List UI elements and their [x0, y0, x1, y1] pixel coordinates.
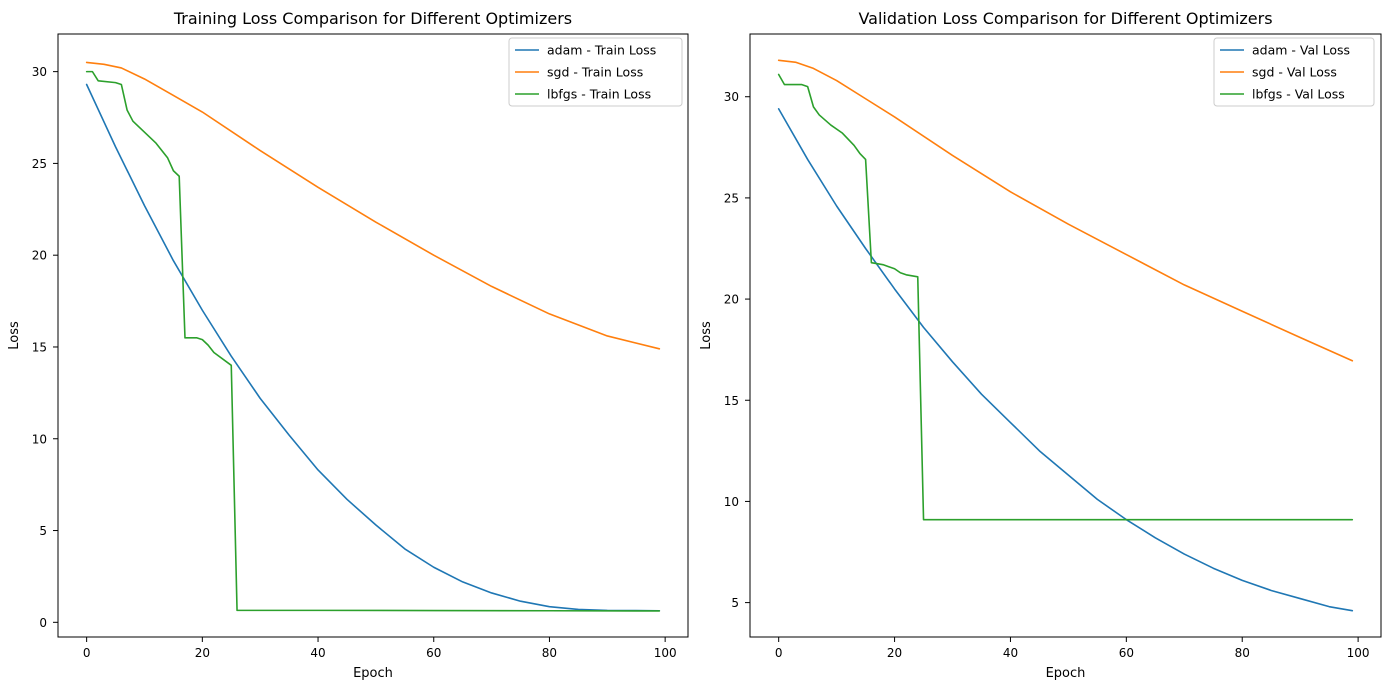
training-loss-chart: 0 20 40 60 80 100 0 5 10 15 20 25 30 Training Loss Co…	[7, 9, 689, 681]
plot-area	[749, 33, 1382, 638]
series-line-sgd-train-loss	[85, 61, 661, 350]
y-tick-label: 25	[724, 191, 739, 205]
x-tick-label: 80	[1235, 646, 1250, 660]
x-tick-label: 60	[1119, 646, 1134, 660]
y-axis-label: Loss	[699, 321, 714, 350]
y-tick-label: 5	[39, 524, 47, 538]
legend-label: adam - Val Loss	[1252, 43, 1350, 58]
x-tick-label: 100	[1347, 646, 1370, 660]
x-axis-label: Epoch	[1046, 666, 1086, 681]
series-line-lbfgs-train-loss	[85, 70, 661, 612]
series-line-adam-val-loss	[777, 108, 1354, 612]
legend-label: sgd - Val Loss	[1252, 65, 1337, 80]
x-tick-label: 40	[310, 646, 325, 660]
chart-title: Validation Loss Comparison for Different…	[858, 9, 1272, 28]
y-axis-label: Loss	[7, 321, 22, 350]
y-tick-label: 0	[39, 616, 47, 630]
legend-label: sgd - Train Loss	[547, 65, 643, 80]
y-tick-label: 20	[32, 249, 47, 263]
x-axis-label: Epoch	[353, 666, 393, 681]
validation-loss-chart: 0 20 40 60 80 100 5 10 15 20 25 30 Validation Loss C…	[699, 9, 1382, 681]
legend-label: lbfgs - Val Loss	[1252, 87, 1345, 102]
y-tick-label: 25	[32, 157, 47, 171]
legend-box	[1213, 37, 1375, 107]
x-tick-label: 100	[654, 646, 677, 660]
plot-area	[57, 33, 689, 638]
legend-label: adam - Train Loss	[547, 43, 656, 58]
legend: adam - Val Loss sgd - Val Loss lbfgs - Val…	[1213, 37, 1375, 107]
x-tick-label: 20	[195, 646, 210, 660]
x-tick-label: 60	[426, 646, 441, 660]
legend: adam - Train Loss sgd - Train Loss lbfgs -…	[508, 37, 683, 107]
y-tick-label: 5	[731, 596, 739, 610]
y-tick-label: 10	[32, 432, 47, 446]
y-tick-label: 15	[724, 394, 739, 408]
chart-title: Training Loss Comparison for Different O…	[173, 9, 572, 28]
x-tick-label: 20	[887, 646, 902, 660]
y-tick-label: 10	[724, 495, 739, 509]
x-tick-label: 0	[775, 646, 783, 660]
legend-label: lbfgs - Train Loss	[547, 87, 651, 102]
y-tick-label: 20	[724, 293, 739, 307]
x-tick-label: 80	[542, 646, 557, 660]
y-tick-label: 30	[32, 65, 47, 79]
x-tick-label: 40	[1003, 646, 1018, 660]
y-tick-label: 30	[724, 90, 739, 104]
series-line-lbfgs-val-loss	[777, 73, 1354, 521]
y-tick-label: 15	[32, 340, 47, 354]
legend-box	[508, 37, 683, 107]
x-tick-label: 0	[83, 646, 91, 660]
series-line-sgd-val-loss	[777, 59, 1354, 362]
